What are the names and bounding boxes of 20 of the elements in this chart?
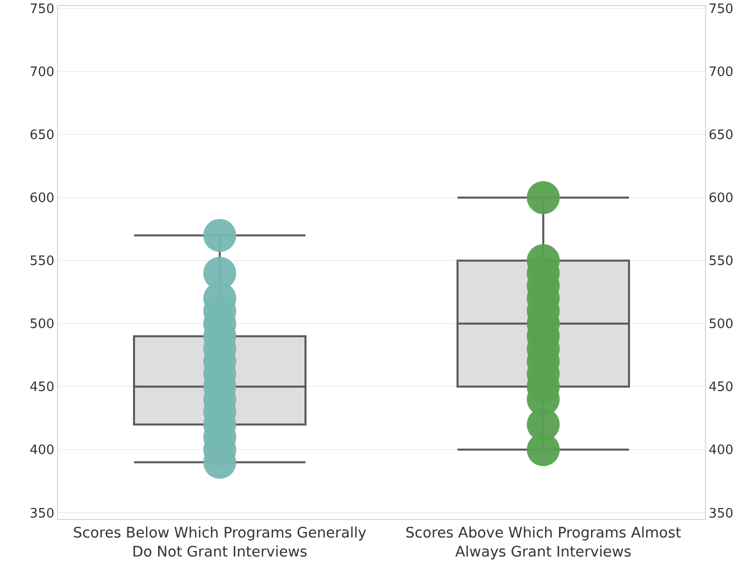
y2-tick-label: 550 (708, 254, 734, 270)
y2-tick-label: 350 (708, 506, 734, 522)
y2-tick-label: 700 (708, 65, 734, 80)
y2-tick-label: 600 (708, 191, 734, 206)
y-tick-label: 400 (30, 443, 54, 458)
y-tick-label: 700 (30, 65, 54, 80)
y2-tick-label: 450 (708, 380, 734, 396)
y2-tick-label: 400 (708, 443, 734, 458)
y-tick-label: 550 (30, 254, 54, 270)
y-tick-label: 450 (30, 380, 54, 396)
y2-tick-label: 750 (708, 2, 734, 18)
y2-tick-label: 650 (708, 128, 734, 144)
y-tick-label: 500 (30, 317, 54, 332)
y2-tick-label: 500 (708, 317, 734, 332)
y-tick-label: 600 (30, 191, 54, 206)
y-tick-label: 350 (30, 506, 54, 522)
x-tick-label: Scores Below Which Programs Generally Do Not Grant Interviews (73, 525, 367, 560)
y-tick-label: 750 (30, 2, 54, 18)
x-tick-label: Scores Above Which Programs Almost Always Grant Interviews (405, 525, 682, 560)
y-tick-label: 650 (30, 128, 54, 144)
